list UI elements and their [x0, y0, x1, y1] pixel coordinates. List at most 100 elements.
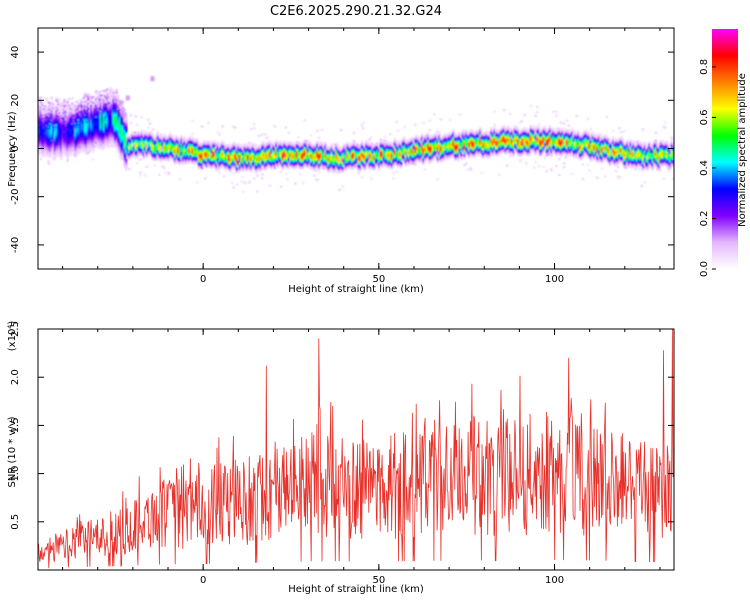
- heatmap-cell: [313, 148, 316, 151]
- heatmap-cell: [58, 103, 61, 106]
- heatmap-cell: [106, 131, 109, 134]
- heatmap-cell: [69, 111, 72, 114]
- heatmap-cell: [123, 139, 126, 142]
- heatmap-cell: [87, 141, 90, 144]
- heatmap-cell: [57, 126, 60, 129]
- heatmap-cell: [49, 112, 52, 115]
- heatmap-cell: [284, 146, 288, 149]
- heatmap-cell: [38, 143, 41, 146]
- heatmap-cell: [55, 98, 58, 101]
- heatmap-cell: [57, 137, 60, 140]
- heatmap-cell: [72, 113, 76, 116]
- heatmap-cell: [145, 133, 148, 136]
- heatmap-cell: [213, 145, 216, 148]
- heatmap-cell: [249, 159, 253, 162]
- heatmap-cell: [245, 155, 248, 158]
- heatmap-cell: [87, 105, 90, 108]
- heatmap-cell: [140, 144, 144, 147]
- heatmap-cell: [204, 164, 207, 167]
- heatmap-cell: [93, 146, 96, 149]
- heatmap-cell: [145, 135, 148, 138]
- heatmap-cell: [226, 154, 229, 157]
- heatmap-cell: [102, 122, 106, 125]
- heatmap-cell: [317, 162, 321, 165]
- heatmap-cell: [117, 129, 120, 132]
- heatmap-cell: [102, 101, 106, 104]
- heatmap-cell: [69, 114, 72, 117]
- heatmap-cell: [85, 106, 88, 109]
- heatmap-cell: [270, 158, 273, 161]
- heatmap-cell: [68, 120, 71, 123]
- heatmap-cell: [294, 158, 297, 161]
- heatmap-cell: [164, 171, 167, 174]
- heatmap-cell: [80, 122, 84, 125]
- heatmap-cell: [261, 158, 264, 161]
- heatmap-cell: [153, 147, 156, 150]
- heatmap-cell: [289, 155, 292, 158]
- heatmap-cell: [317, 144, 321, 147]
- heatmap-cell: [131, 155, 134, 158]
- heatmap-cell: [185, 149, 188, 152]
- heatmap-cell: [39, 131, 42, 134]
- heatmap-cell: [102, 126, 106, 129]
- heatmap-cell: [60, 152, 63, 155]
- heatmap-cell: [279, 165, 283, 168]
- heatmap-cell: [232, 162, 235, 165]
- heatmap-cell: [64, 154, 68, 157]
- heatmap-cell: [227, 157, 231, 160]
- heatmap-cell: [61, 104, 65, 107]
- heatmap-cell: [41, 143, 44, 146]
- heatmap-cell: [253, 161, 256, 164]
- heatmap-cell: [235, 160, 239, 163]
- heatmap-cell: [219, 155, 223, 158]
- heatmap-cell: [136, 143, 139, 146]
- heatmap-cell: [321, 160, 324, 163]
- heatmap-cell: [68, 116, 71, 119]
- heatmap-cell: [88, 103, 91, 106]
- heatmap-cell: [275, 144, 278, 147]
- heatmap-cell: [291, 160, 294, 163]
- heatmap-cell: [248, 144, 251, 147]
- heatmap-cell: [305, 150, 308, 153]
- heatmap-cell: [98, 108, 101, 111]
- heatmap-cell: [316, 157, 319, 160]
- heatmap-cell: [109, 137, 112, 140]
- heatmap-cell: [115, 106, 118, 109]
- heatmap-cell: [297, 165, 300, 168]
- heatmap-cell: [278, 141, 281, 144]
- heatmap-cell: [88, 144, 91, 147]
- heatmap-cell: [106, 125, 109, 128]
- heatmap-cell: [96, 128, 99, 131]
- heatmap-cell: [249, 128, 253, 131]
- heatmap-cell: [44, 128, 47, 131]
- heatmap-cell: [276, 143, 280, 146]
- heatmap-cell: [99, 105, 103, 108]
- heatmap-cell: [166, 141, 169, 144]
- heatmap-cell: [55, 130, 58, 133]
- heatmap-cell: [106, 119, 109, 122]
- heatmap-cell: [227, 154, 231, 157]
- heatmap-cell: [117, 113, 120, 116]
- heatmap-cell: [47, 116, 50, 119]
- heatmap-cell: [237, 148, 240, 151]
- heatmap-cell: [58, 132, 61, 135]
- heatmap-cell: [87, 137, 90, 140]
- heatmap-cell: [317, 136, 321, 139]
- heatmap-cell: [314, 158, 318, 161]
- heatmap-cell: [219, 167, 223, 170]
- heatmap-cell: [58, 131, 61, 134]
- heatmap-cell: [287, 152, 291, 155]
- heatmap-cell: [197, 156, 201, 159]
- heatmap-cell: [52, 144, 55, 147]
- heatmap-cell: [125, 130, 128, 133]
- heatmap-cell: [83, 109, 87, 112]
- heatmap-cell: [338, 163, 341, 166]
- heatmap-cell: [80, 119, 84, 122]
- heatmap-cell: [80, 111, 84, 114]
- heatmap-cell: [191, 150, 194, 153]
- heatmap-cell: [175, 159, 178, 162]
- heatmap-cell: [292, 155, 295, 158]
- heatmap-cell: [314, 153, 318, 156]
- heatmap-cell: [287, 156, 291, 159]
- heatmap-cell: [77, 133, 80, 136]
